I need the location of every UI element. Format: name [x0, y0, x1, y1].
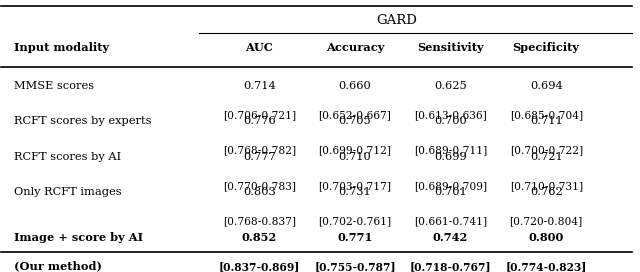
Text: (Our method): (Our method)	[14, 261, 102, 272]
Text: 0.800: 0.800	[529, 231, 564, 243]
Text: 0.699: 0.699	[435, 152, 467, 162]
Text: [0.652-0.667]: [0.652-0.667]	[319, 110, 392, 120]
Text: 0.700: 0.700	[435, 116, 467, 126]
Text: Specificity: Specificity	[513, 42, 580, 53]
Text: 0.711: 0.711	[530, 116, 563, 126]
Text: [0.702-0.761]: [0.702-0.761]	[319, 217, 392, 226]
Text: [0.774-0.823]: [0.774-0.823]	[506, 261, 587, 272]
Text: [0.689-0.709]: [0.689-0.709]	[414, 181, 487, 191]
Text: Only RCFT images: Only RCFT images	[14, 187, 122, 197]
Text: [0.703-0.717]: [0.703-0.717]	[319, 181, 392, 191]
Text: MMSE scores: MMSE scores	[14, 81, 94, 91]
Text: Accuracy: Accuracy	[326, 42, 384, 53]
Text: 0.694: 0.694	[530, 81, 563, 91]
Text: 0.803: 0.803	[243, 187, 276, 197]
Text: 0.852: 0.852	[242, 231, 277, 243]
Text: [0.837-0.869]: [0.837-0.869]	[219, 261, 300, 272]
Text: [0.710-0.731]: [0.710-0.731]	[509, 181, 583, 191]
Text: [0.689-0.711]: [0.689-0.711]	[414, 146, 487, 156]
Text: 0.705: 0.705	[339, 116, 371, 126]
Text: [0.768-0.837]: [0.768-0.837]	[223, 217, 296, 226]
Text: 0.771: 0.771	[337, 231, 372, 243]
Text: [0.755-0.787]: [0.755-0.787]	[314, 261, 396, 272]
Text: 0.625: 0.625	[435, 81, 467, 91]
Text: AUC: AUC	[246, 42, 273, 53]
Text: 0.742: 0.742	[433, 231, 468, 243]
Text: Sensitivity: Sensitivity	[417, 42, 484, 53]
Text: [0.718-0.767]: [0.718-0.767]	[410, 261, 492, 272]
Text: [0.768-0.782]: [0.768-0.782]	[223, 146, 296, 156]
Text: RCFT scores by AI: RCFT scores by AI	[14, 152, 121, 162]
Text: [0.613-0.636]: [0.613-0.636]	[414, 110, 487, 120]
Text: [0.685-0.704]: [0.685-0.704]	[509, 110, 583, 120]
Text: [0.661-0.741]: [0.661-0.741]	[414, 217, 487, 226]
Text: [0.706-0.721]: [0.706-0.721]	[223, 110, 296, 120]
Text: 0.714: 0.714	[243, 81, 276, 91]
Text: [0.770-0.783]: [0.770-0.783]	[223, 181, 296, 191]
Text: 0.660: 0.660	[339, 81, 371, 91]
Text: 0.777: 0.777	[243, 152, 276, 162]
Text: RCFT scores by experts: RCFT scores by experts	[14, 116, 152, 126]
Text: Image + score by AI: Image + score by AI	[14, 231, 143, 243]
Text: 0.731: 0.731	[339, 187, 371, 197]
Text: GARD: GARD	[376, 14, 417, 27]
Text: 0.701: 0.701	[435, 187, 467, 197]
Text: Input modality: Input modality	[14, 42, 109, 53]
Text: 0.710: 0.710	[339, 152, 371, 162]
Text: [0.699-0.712]: [0.699-0.712]	[319, 146, 392, 156]
Text: 0.776: 0.776	[243, 116, 276, 126]
Text: [0.720-0.804]: [0.720-0.804]	[509, 217, 583, 226]
Text: [0.700-0.722]: [0.700-0.722]	[509, 146, 583, 156]
Text: 0.762: 0.762	[530, 187, 563, 197]
Text: 0.721: 0.721	[530, 152, 563, 162]
